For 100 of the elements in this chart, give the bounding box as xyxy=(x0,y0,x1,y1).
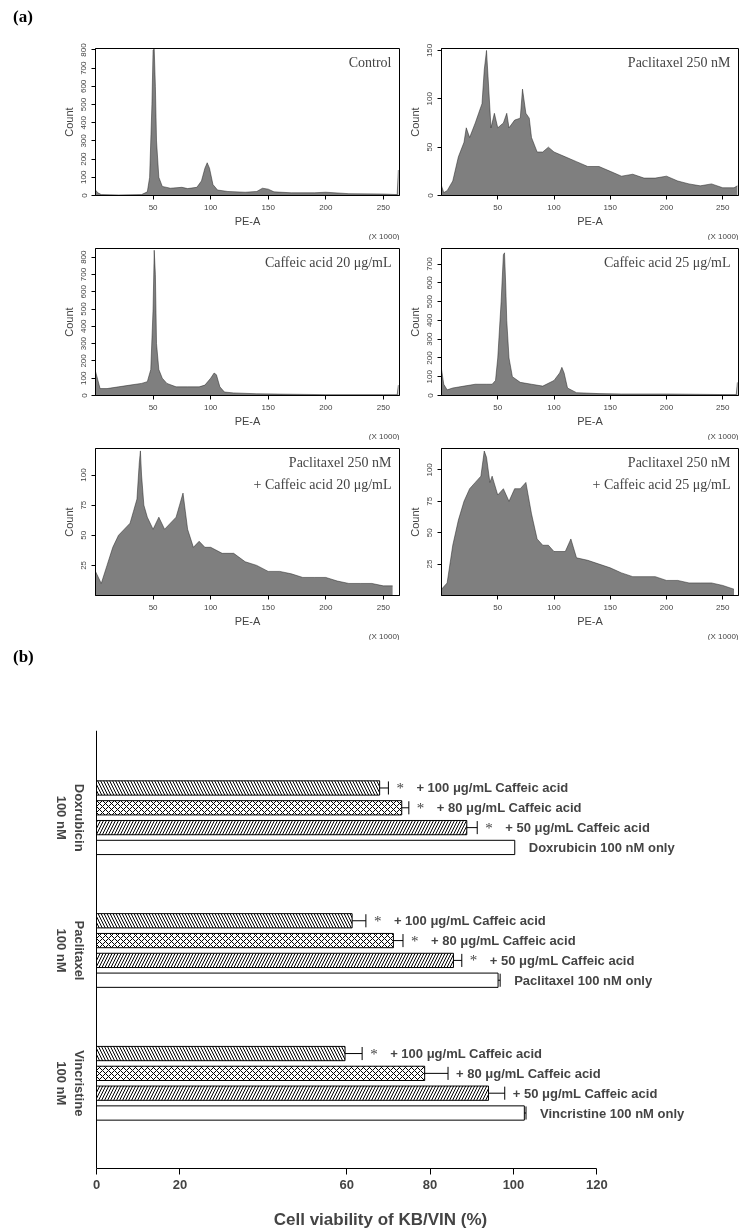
x-tick-label: 50 xyxy=(148,202,159,212)
data-label: * xyxy=(396,779,404,796)
x-tick-label: 250 xyxy=(376,402,391,412)
y-tick-label: 0 xyxy=(79,392,89,398)
x-tick-label: 0 xyxy=(92,1176,101,1192)
x-tick-label: 250 xyxy=(376,602,391,612)
text: + 100 μg/mL Caffeic acid xyxy=(416,780,569,796)
data-label: * xyxy=(370,1045,378,1062)
y-tick-label: Paclitaxel 100 nM xyxy=(54,920,87,981)
x-axis-title: PE-A xyxy=(234,614,261,627)
x-tick-label: 150 xyxy=(603,202,618,212)
x-tick-label: 80 xyxy=(422,1176,438,1192)
series-label: + 50 μg/mL Caffeic acid xyxy=(512,1085,658,1101)
y-tick-label: 700 xyxy=(425,256,435,271)
text: + 100 μg/mL Caffeic acid xyxy=(393,913,546,929)
x-axis-title: PE-A xyxy=(234,414,261,427)
y-tick-label: 100 xyxy=(425,91,435,106)
x-tick-label: 200 xyxy=(319,202,334,212)
y-tick-label: 50 xyxy=(79,530,89,540)
y-tick-label: 500 xyxy=(79,97,89,112)
x-tick-label: 250 xyxy=(716,402,730,412)
text: + Caffeic acid 25 μg/mL xyxy=(592,476,731,492)
text: (b) xyxy=(13,646,34,668)
x-tick-label: 100 xyxy=(547,202,562,212)
y-tick-label: 75 xyxy=(425,496,435,506)
x-tick-label: 100 xyxy=(203,402,218,412)
y-tick-label: 600 xyxy=(425,275,435,290)
x-tick-label: 250 xyxy=(376,202,391,212)
y-tick-label: 300 xyxy=(425,331,435,346)
x-tick-label: 100 xyxy=(203,202,218,212)
x-tick-label: 200 xyxy=(319,602,334,612)
y-tick-label: 200 xyxy=(425,350,435,365)
y-axis-title: Count xyxy=(62,307,75,337)
y-tick-label: 400 xyxy=(79,115,89,130)
x-axis-title: Cell viability of KB/VIN (%) xyxy=(273,1209,488,1228)
y-axis-title: Count xyxy=(408,507,421,537)
y-tick-label: 400 xyxy=(79,319,89,333)
y-axis-title: Count xyxy=(62,507,75,537)
x-tick-label: 200 xyxy=(319,402,334,412)
y-tick-label: 50 xyxy=(425,142,435,152)
x-tick-label: 120 xyxy=(586,1176,608,1192)
x-tick-label: 150 xyxy=(261,202,276,212)
text: + 80 μg/mL Caffeic acid xyxy=(436,800,582,816)
x-tick-label: 50 xyxy=(493,402,503,412)
text: (X 1000) xyxy=(368,631,400,641)
text: (a) xyxy=(13,6,33,28)
x-axis-title: PE-A xyxy=(577,614,604,627)
text: (X 1000) xyxy=(707,231,739,241)
x-tick-label: 250 xyxy=(716,602,730,612)
data-label: * xyxy=(416,799,425,816)
y-tick-label: 25 xyxy=(425,559,435,569)
x-tick-label: 100 xyxy=(502,1176,525,1192)
y-tick-label: 700 xyxy=(79,267,89,282)
y-tick-label: 600 xyxy=(79,79,89,94)
y-tick-label: 25 xyxy=(79,560,89,570)
y-tick-label: 150 xyxy=(425,43,435,58)
y-tick-label: 500 xyxy=(79,301,89,316)
x-tick-label: 50 xyxy=(148,602,159,612)
y-tick-label: 700 xyxy=(79,60,89,75)
y-tick-label: 0 xyxy=(425,192,435,198)
y-tick-label: 50 xyxy=(425,527,435,538)
x-tick-label: 200 xyxy=(659,602,674,612)
text: + 80 μg/mL Caffeic acid xyxy=(456,1065,601,1081)
chart-title: Caffeic acid 25 μg/mL xyxy=(603,254,731,270)
x-tick-label: 60 xyxy=(339,1176,354,1192)
text: (X 1000) xyxy=(368,231,400,241)
x-tick-label: 150 xyxy=(261,602,276,612)
y-tick-label: 300 xyxy=(79,133,89,148)
y-tick-label: 600 xyxy=(79,284,89,299)
x-axis-title: PE-A xyxy=(577,414,604,427)
y-tick-label: 0 xyxy=(79,192,89,198)
text: + 100 μg/mL Caffeic acid xyxy=(390,1046,542,1062)
x-tick-label: 200 xyxy=(659,202,674,212)
data-label: * xyxy=(373,912,382,929)
chart-title: Paclitaxel 250 nM xyxy=(627,54,732,70)
y-axis-title: Count xyxy=(62,107,75,137)
y-tick-label: 800 xyxy=(79,249,89,264)
y-tick-label: 100 xyxy=(79,370,89,385)
data-label: * xyxy=(485,819,493,836)
x-tick-label: 150 xyxy=(603,402,618,412)
x-tick-label: 50 xyxy=(148,402,159,412)
text: (X 1000) xyxy=(707,431,739,441)
y-tick-label: 0 xyxy=(425,392,435,398)
x-tick-label: 250 xyxy=(716,202,730,212)
x-tick-label: 50 xyxy=(493,202,503,212)
text: (X 1000) xyxy=(368,431,400,441)
x-tick-label: 100 xyxy=(547,402,562,412)
x-tick-label: 150 xyxy=(603,602,618,612)
data-label: * xyxy=(410,932,419,949)
data-label: Doxrubicin 100 nM only xyxy=(528,839,676,855)
y-tick-label: 200 xyxy=(79,151,89,166)
y-tick-label: 100 xyxy=(425,462,435,477)
x-tick-label: 100 xyxy=(547,602,562,612)
y-axis-title: Count xyxy=(408,107,421,137)
y-tick-label: Vincristine 100 nM xyxy=(54,1050,87,1117)
text: + 80 μg/mL Caffeic acid xyxy=(430,933,576,949)
text: + 50 μg/mL Caffeic acid xyxy=(505,820,650,836)
x-tick-label: 20 xyxy=(172,1176,188,1192)
data-label: Paclitaxel 100 nM only xyxy=(514,972,653,988)
data-label: Vincristine 100 nM only xyxy=(540,1105,686,1121)
